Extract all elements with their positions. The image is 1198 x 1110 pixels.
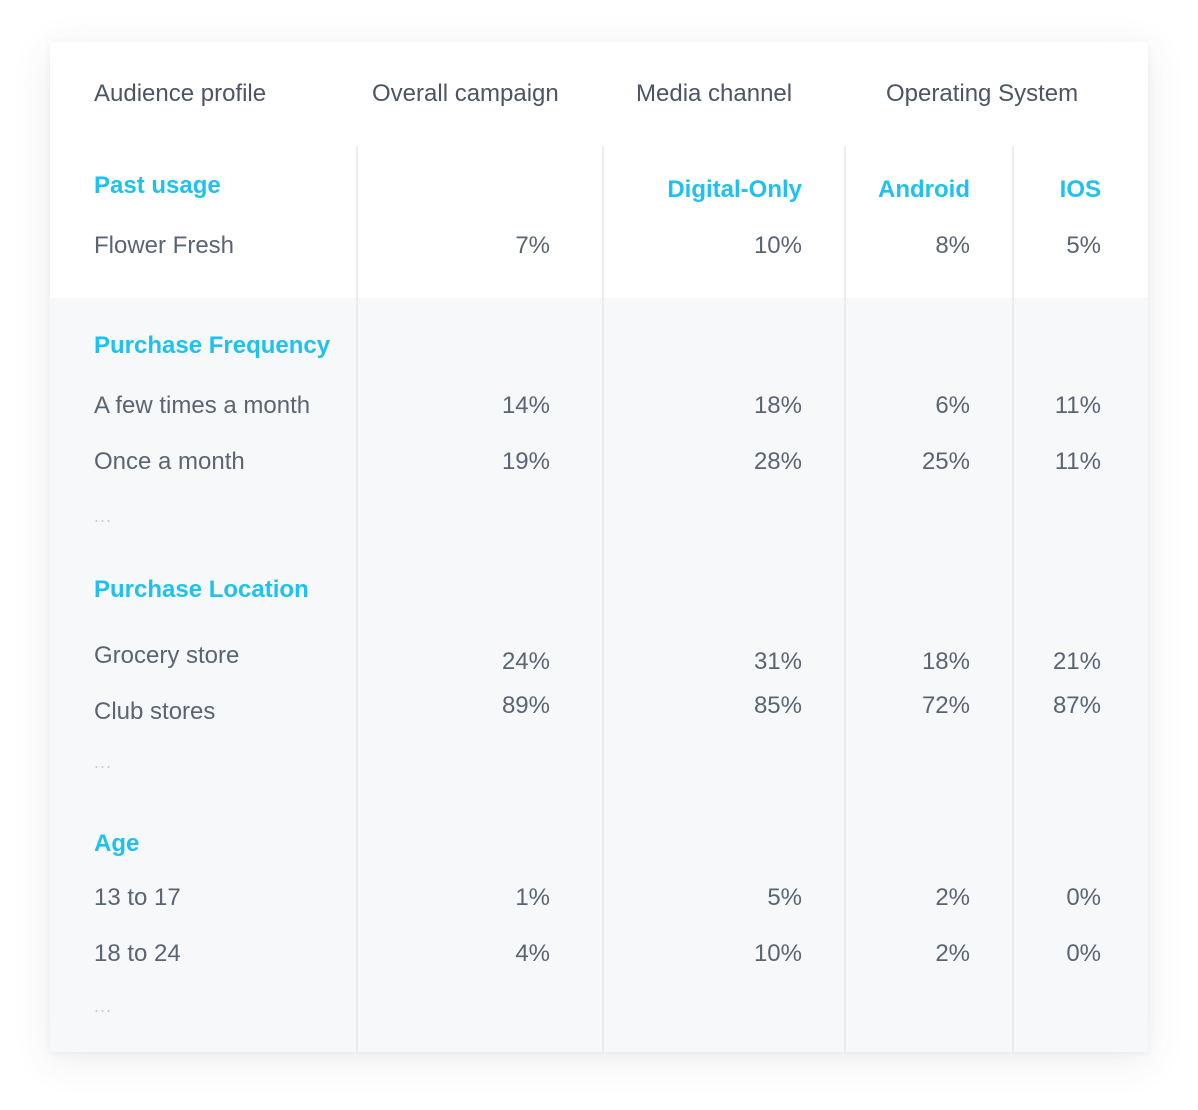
cell-overall: 89% [501,692,550,719]
cell-android: 18% [921,648,970,675]
cell-android: 8% [935,232,970,259]
category-title: Purchase Location [94,576,309,603]
cell-ios: 5% [1066,232,1101,259]
more-rows-indicator: ... [94,506,113,526]
cell-digital-only: 18% [753,392,802,419]
cell-ios: 11% [1054,448,1101,475]
cell-overall: 7% [515,232,550,259]
subheader-digital-only: Digital-Only [667,176,802,203]
column-divider [1012,146,1014,1052]
header-overall-campaign: Overall campaign [372,80,559,107]
cell-overall: 19% [501,448,550,475]
table-header: Audience profile Overall campaign Media … [50,42,1148,148]
cell-ios: 11% [1054,392,1101,419]
section-age: Age 13 to 17 1% 5% 2% 0% 18 to 24 4% 10%… [50,802,1148,1052]
cell-digital-only: 10% [753,232,802,259]
cell-overall: 4% [515,940,550,967]
more-rows-indicator: ... [94,752,113,772]
category-title: Age [94,830,140,857]
header-operating-system: Operating System [886,80,1079,107]
subheader-ios: IOS [1059,176,1101,203]
category-title: Purchase Frequency [94,332,331,359]
header-audience-profile: Audience profile [94,80,267,107]
section-purchase-location: Purchase Location Grocery store 24% 31% … [50,548,1148,804]
cell-android: 2% [935,884,970,911]
row-label: 13 to 17 [94,884,181,911]
column-divider [602,146,604,1052]
cell-android: 2% [935,940,970,967]
cell-digital-only: 28% [753,448,802,475]
row-label: Once a month [94,448,245,475]
cell-digital-only: 10% [753,940,802,967]
cell-ios: 0% [1066,884,1101,911]
row-label: 18 to 24 [94,940,181,967]
row-label: Club stores [94,698,216,725]
cell-ios: 21% [1052,648,1101,675]
category-title: Past usage [94,172,221,199]
column-divider [356,146,358,1052]
cell-android: 25% [921,448,970,475]
cell-ios: 87% [1052,692,1101,719]
cell-android: 72% [921,692,970,719]
row-label: Flower Fresh [94,232,235,259]
cell-overall: 24% [501,648,550,675]
subheader-android: Android [878,176,970,203]
cell-android: 6% [935,392,970,419]
column-divider [844,146,846,1052]
cell-overall: 1% [515,884,550,911]
cell-digital-only: 85% [753,692,802,719]
cell-ios: 0% [1066,940,1101,967]
cell-digital-only: 5% [767,884,802,911]
section-past-usage: Past usage Digital-Only Android IOS Flow… [50,146,1148,300]
more-rows-indicator: ... [94,996,113,1016]
cell-overall: 14% [501,392,550,419]
row-label: A few times a month [94,392,311,419]
audience-table: Audience profile Overall campaign Media … [50,42,1148,1052]
header-media-channel: Media channel [636,80,793,107]
cell-digital-only: 31% [753,648,802,675]
section-purchase-frequency: Purchase Frequency A few times a month 1… [50,298,1148,550]
row-label: Grocery store [94,642,240,669]
